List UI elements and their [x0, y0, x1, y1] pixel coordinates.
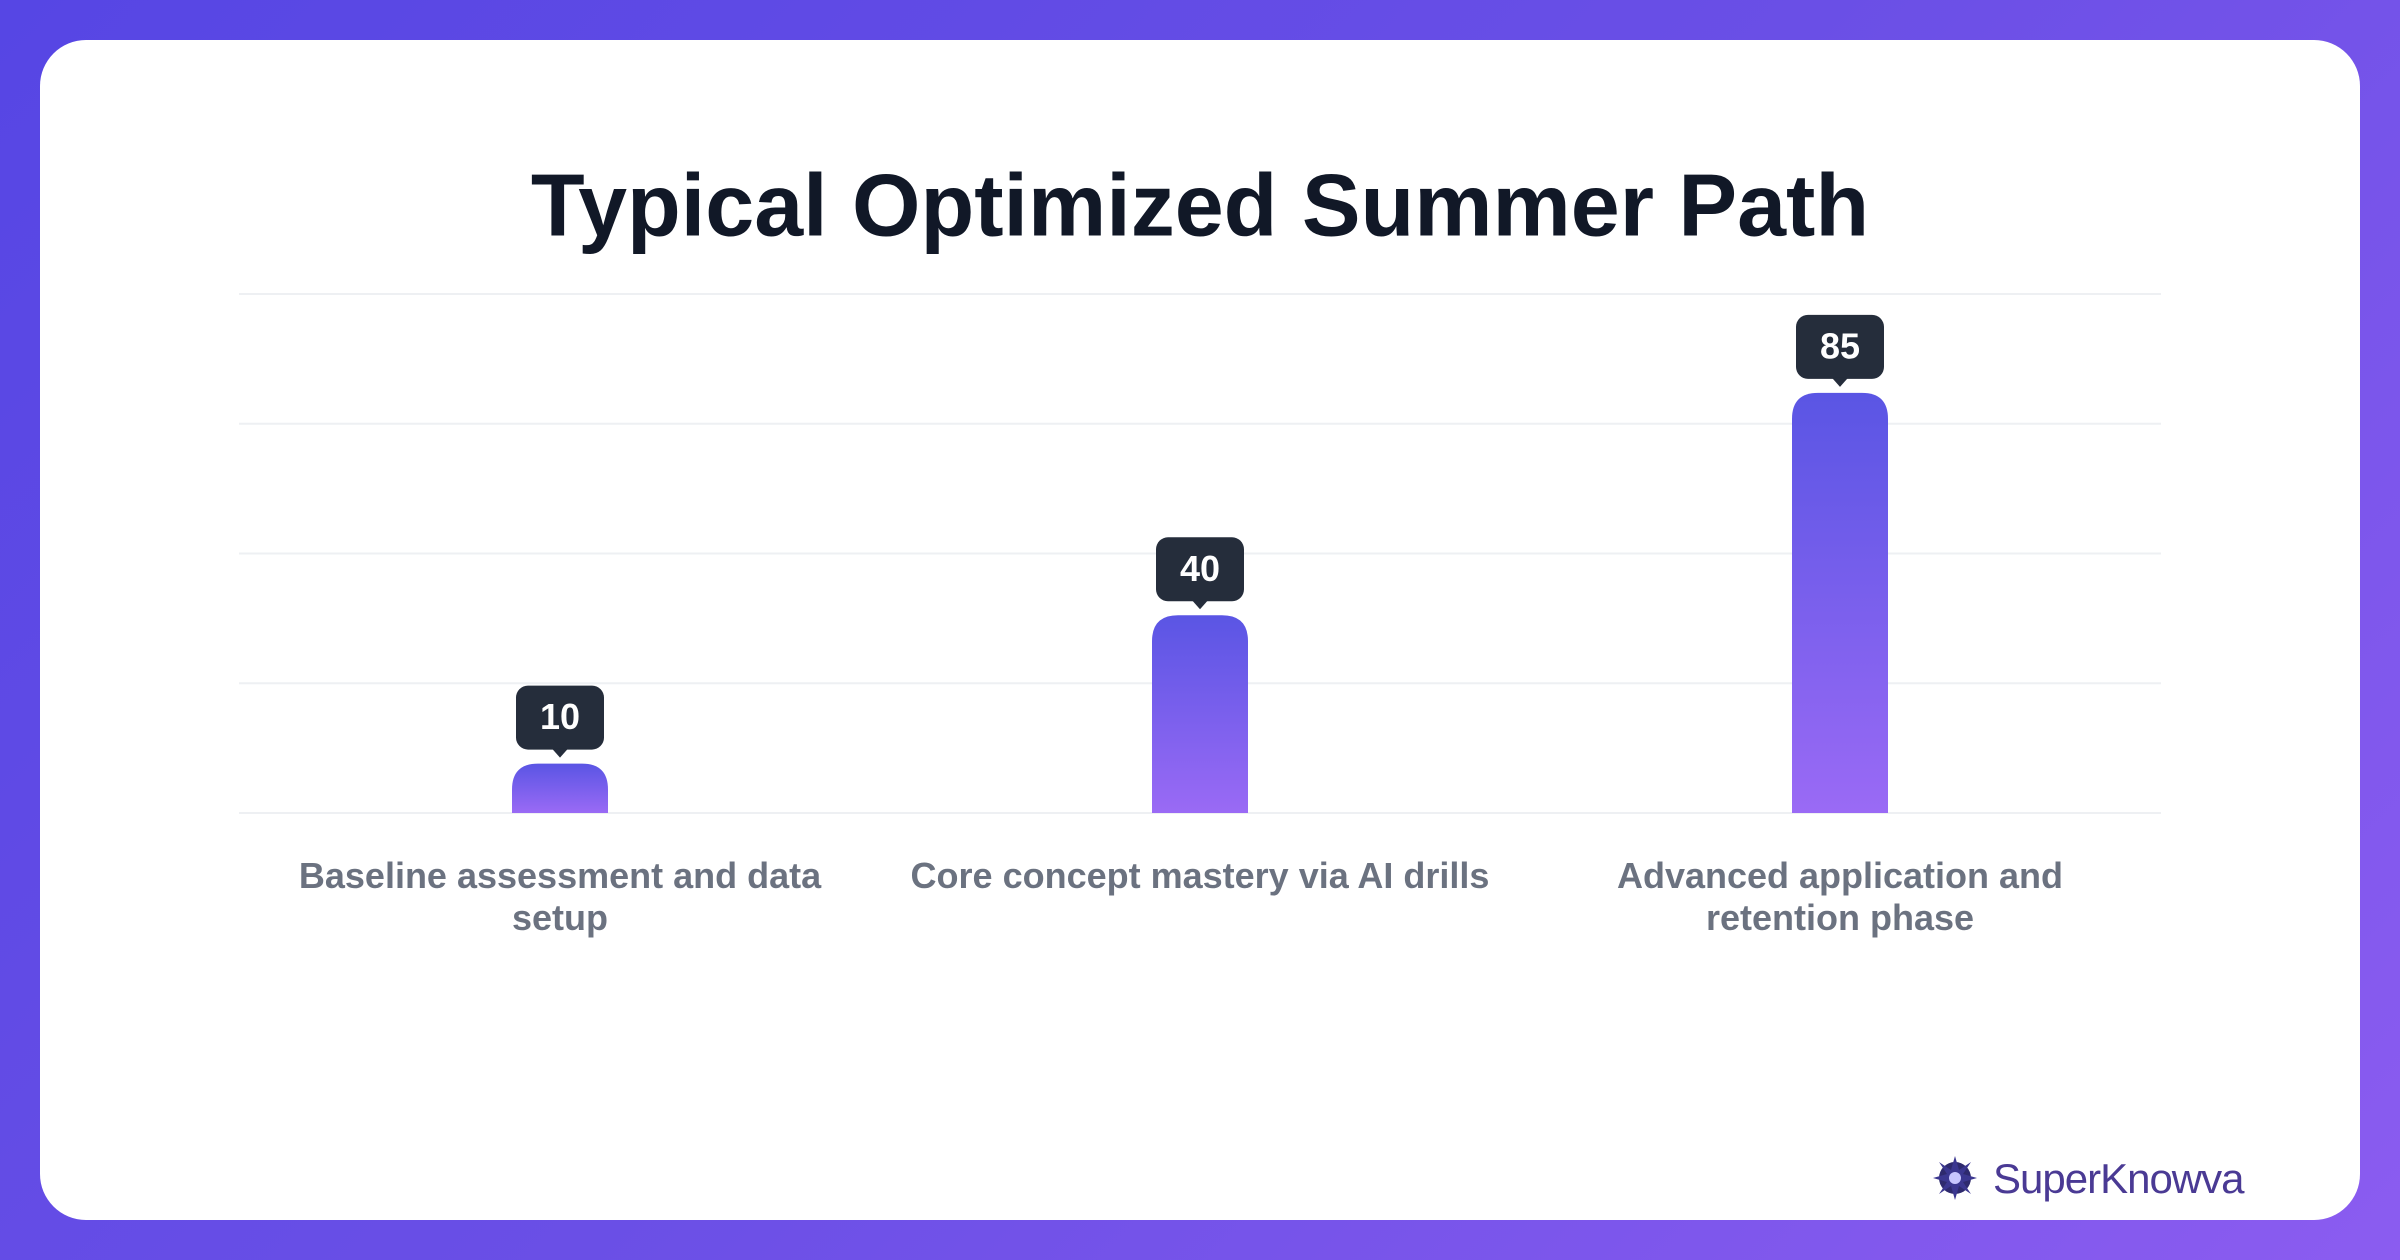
value-label: 10 [540, 696, 580, 737]
x-tick-label: Core concept mastery via AI drills [910, 855, 1490, 896]
value-label-pointer [1192, 600, 1208, 610]
brand-icon [1933, 1156, 1977, 1200]
value-label-pointer [1832, 377, 1848, 387]
x-tick-label: Advanced application and retention phase [1616, 855, 2064, 938]
bar [512, 763, 608, 813]
value-label-box [516, 685, 604, 750]
brand: SuperKnowva [1993, 1155, 2244, 1202]
value-label: 85 [1820, 325, 1860, 366]
bar [1152, 615, 1248, 813]
chart-title: Typical Optimized Summer Path [531, 155, 1869, 254]
x-tick-label: Baseline assessment and data setup [298, 855, 822, 938]
value-label-box [1156, 537, 1244, 602]
value-label: 40 [1180, 548, 1220, 589]
value-label-pointer [552, 748, 568, 758]
bar [1792, 392, 1888, 813]
value-label-box [1796, 314, 1884, 379]
